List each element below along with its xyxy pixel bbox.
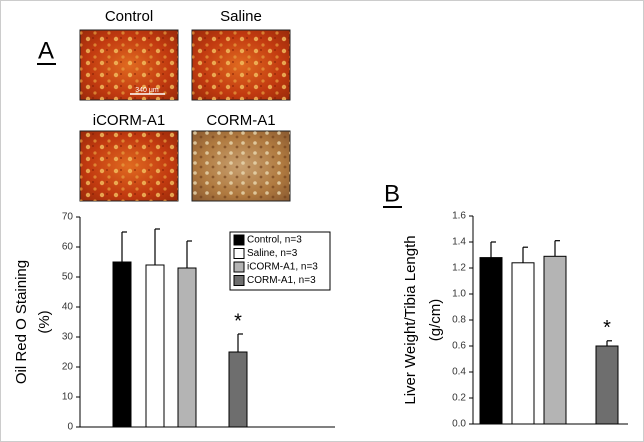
panel-label: B [384, 180, 400, 207]
y-tick-label: 20 [62, 362, 74, 373]
significance-marker: * [234, 310, 242, 332]
micrograph-label: iCORM-A1 [93, 112, 166, 129]
micrograph-label: Control [105, 8, 153, 25]
bar [595, 345, 619, 425]
y-tick-label: 0.6 [452, 341, 466, 352]
y-tick-label: 40 [62, 302, 74, 313]
y-tick-label: 10 [62, 392, 74, 403]
bar [177, 267, 197, 428]
y-axis-label: Liver Weight/Tibia Length [402, 235, 419, 404]
micrograph-texture [80, 30, 178, 100]
y-axis-label: Oil Red O Staining [13, 260, 30, 384]
y-tick-label: 1.2 [452, 263, 466, 274]
bar [112, 261, 132, 428]
y-tick-label: 0.2 [452, 393, 466, 404]
micrographs: 340 µm Control Saline iCORM-A1 CORM-A1 [79, 8, 291, 202]
y-tick-label: 30 [62, 332, 74, 343]
micrograph-label: Saline [220, 8, 262, 25]
y-axis-label: (g/cm) [427, 299, 444, 342]
y-tick-label: 60 [62, 242, 74, 253]
legend-swatch [233, 261, 245, 273]
y-axis-label: (%) [36, 310, 53, 333]
legend-swatch [233, 275, 245, 286]
y-tick-label: 1.0 [452, 289, 466, 300]
panel-label: A [38, 37, 54, 64]
scale-bar-label: 340 µm [135, 87, 159, 94]
legend-swatch [233, 248, 245, 259]
legend-label: Saline, n=3 [247, 248, 298, 259]
bar [511, 262, 535, 425]
significance-marker: * [603, 317, 611, 339]
bar [543, 255, 567, 425]
legend-box [229, 231, 331, 291]
y-tick-label: 0.0 [452, 419, 466, 430]
y-tick-label: 0 [67, 422, 73, 433]
y-tick-label: 70 [62, 212, 74, 223]
y-tick-label: 0.8 [452, 315, 466, 326]
bar [228, 351, 248, 428]
legend-swatch [233, 234, 245, 246]
y-tick-label: 1.6 [452, 211, 466, 222]
legend-label: Control, n=3 [247, 235, 302, 246]
micrograph-texture [80, 131, 178, 201]
micrograph-label: CORM-A1 [206, 112, 275, 129]
bar [145, 264, 165, 428]
micrograph-texture [192, 131, 290, 201]
y-tick-label: 1.4 [452, 237, 466, 248]
y-tick-label: 50 [62, 272, 74, 283]
bar [479, 257, 503, 425]
legend-label: CORM-A1, n=3 [247, 275, 316, 286]
legend-label: iCORM-A1, n=3 [247, 262, 318, 273]
y-tick-label: 0.4 [452, 367, 466, 378]
micrograph-texture [192, 30, 290, 100]
